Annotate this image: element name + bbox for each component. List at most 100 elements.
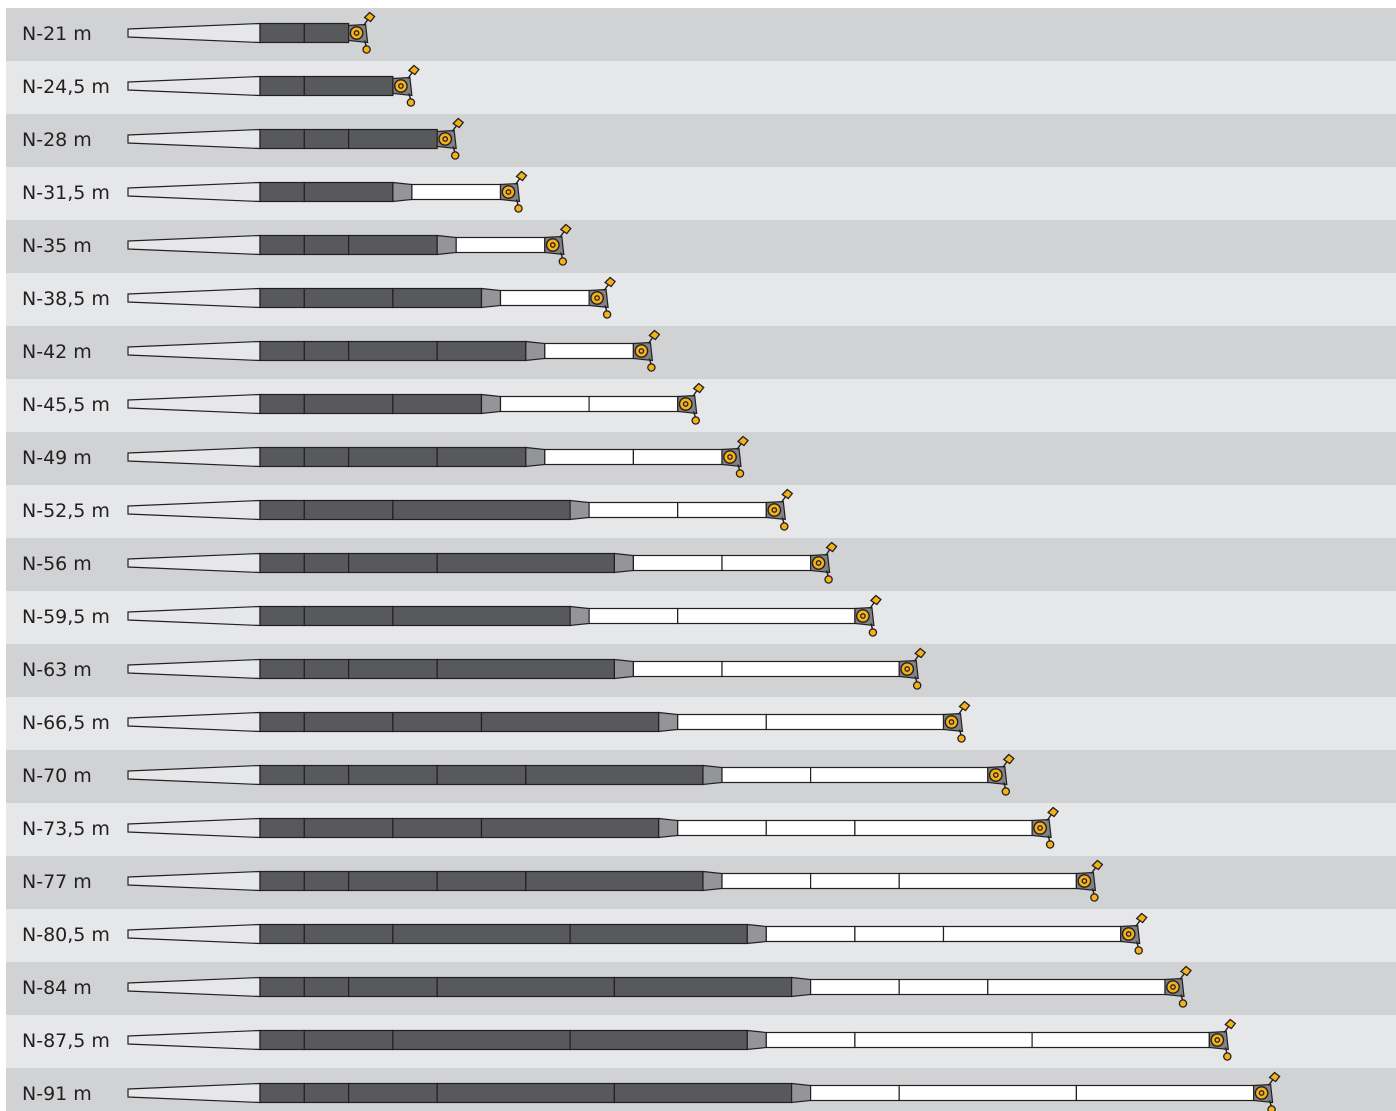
inner-section bbox=[480, 711, 660, 733]
outer-section bbox=[544, 448, 634, 466]
taper-section bbox=[613, 552, 635, 574]
inner-section bbox=[392, 499, 571, 521]
inner-section bbox=[348, 764, 438, 786]
sheave-axle-icon bbox=[594, 295, 600, 301]
row-label: N-73,5 m bbox=[22, 818, 110, 840]
taper-section bbox=[480, 287, 502, 309]
boom-row: N-59,5 m bbox=[6, 591, 1396, 644]
outer-section bbox=[809, 1084, 900, 1102]
outer-section bbox=[544, 342, 634, 360]
head-sheave-icon bbox=[811, 556, 826, 570]
boom-row: N-63 m bbox=[6, 644, 1396, 697]
inner-section bbox=[303, 552, 350, 574]
inner-section bbox=[436, 1082, 616, 1104]
head-sheave-icon bbox=[944, 715, 959, 729]
outer-section bbox=[898, 978, 989, 996]
bottom-pulley-icon bbox=[912, 681, 922, 690]
sheave-axle-icon bbox=[1037, 825, 1043, 831]
outer-section bbox=[499, 289, 590, 307]
inner-section bbox=[436, 340, 527, 362]
inner-section bbox=[525, 870, 704, 892]
head-sheave-icon bbox=[634, 344, 649, 358]
taper-section bbox=[746, 923, 767, 945]
inner-section bbox=[348, 446, 438, 468]
row-label: N-38,5 m bbox=[22, 288, 110, 310]
boom-row: N-77 m bbox=[6, 856, 1396, 909]
bottom-pulley-icon bbox=[1001, 787, 1011, 796]
outer-section bbox=[765, 1031, 856, 1049]
boom-row: N-24,5 m bbox=[6, 61, 1396, 114]
inner-section bbox=[303, 22, 350, 44]
outer-section bbox=[677, 501, 767, 519]
head-sheave-icon bbox=[1033, 821, 1048, 835]
inner-section bbox=[259, 923, 305, 945]
top-pin-icon bbox=[914, 647, 927, 659]
row-label: N-87,5 m bbox=[22, 1030, 110, 1052]
top-pin-icon bbox=[559, 223, 572, 235]
inner-section bbox=[259, 1082, 305, 1104]
bottom-pulley-icon bbox=[450, 151, 460, 160]
inner-section bbox=[303, 287, 394, 309]
sheave-axle-icon bbox=[860, 613, 866, 619]
bottom-pulley-icon bbox=[1267, 1105, 1276, 1111]
outer-section bbox=[765, 925, 856, 943]
sheave-axle-icon bbox=[771, 507, 778, 513]
taper-section bbox=[525, 340, 546, 362]
head-sheave-icon bbox=[1121, 927, 1136, 941]
inner-section bbox=[259, 22, 305, 44]
taper-section bbox=[702, 764, 723, 786]
top-pin-icon bbox=[515, 170, 528, 182]
sheave-axle-icon bbox=[727, 454, 733, 460]
sheave-axle-icon bbox=[992, 772, 999, 778]
head-sheave-icon bbox=[349, 26, 364, 40]
top-pin-icon bbox=[648, 329, 661, 341]
bottom-pulley-icon bbox=[406, 98, 416, 107]
taper-section bbox=[480, 393, 502, 415]
top-pin-icon bbox=[407, 64, 420, 76]
taper-section bbox=[790, 976, 812, 998]
row-label: N-59,5 m bbox=[22, 606, 110, 628]
inner-section bbox=[259, 446, 305, 468]
inner-section bbox=[303, 658, 350, 680]
outer-section bbox=[632, 660, 723, 678]
taper-section bbox=[569, 499, 590, 521]
head-sheave-icon bbox=[590, 291, 604, 305]
top-pin-icon bbox=[1047, 806, 1060, 818]
head-sheave-icon bbox=[438, 132, 453, 146]
outer-section bbox=[898, 1084, 1078, 1102]
bottom-pulley-icon bbox=[868, 628, 878, 637]
outer-section bbox=[721, 766, 812, 784]
sheave-axle-icon bbox=[442, 136, 449, 142]
sheave-axle-icon bbox=[1214, 1037, 1221, 1043]
inner-section bbox=[303, 234, 350, 256]
outer-section bbox=[987, 978, 1166, 996]
outer-section bbox=[588, 501, 679, 519]
inner-section bbox=[303, 499, 394, 521]
boom-row: N-80,5 m bbox=[6, 909, 1396, 962]
top-pin-icon bbox=[1135, 912, 1148, 924]
top-pin-icon bbox=[692, 382, 705, 394]
inner-section bbox=[348, 340, 438, 362]
boom-row: N-35 m bbox=[6, 220, 1396, 273]
sheave-axle-icon bbox=[815, 560, 822, 566]
outer-section bbox=[632, 448, 723, 466]
top-pin-icon bbox=[1179, 965, 1192, 977]
boom-row: N-70 m bbox=[6, 750, 1396, 803]
taper-section bbox=[569, 605, 590, 627]
inner-section bbox=[569, 1029, 748, 1051]
top-pin-icon bbox=[452, 117, 465, 129]
inner-section bbox=[259, 181, 305, 203]
sheave-axle-icon bbox=[398, 83, 404, 89]
outer-section bbox=[765, 713, 945, 731]
top-pin-icon bbox=[869, 594, 882, 606]
boom-row: N-42 m bbox=[6, 326, 1396, 379]
head-sheave-icon bbox=[1077, 874, 1092, 888]
inner-section bbox=[436, 658, 616, 680]
inner-section bbox=[259, 287, 305, 309]
top-pin-icon bbox=[1091, 859, 1104, 871]
head-sheave-icon bbox=[1210, 1033, 1225, 1047]
inner-section bbox=[392, 711, 483, 733]
head-sheave-icon bbox=[678, 397, 693, 411]
inner-section bbox=[303, 870, 350, 892]
bottom-pulley-icon bbox=[780, 522, 789, 531]
